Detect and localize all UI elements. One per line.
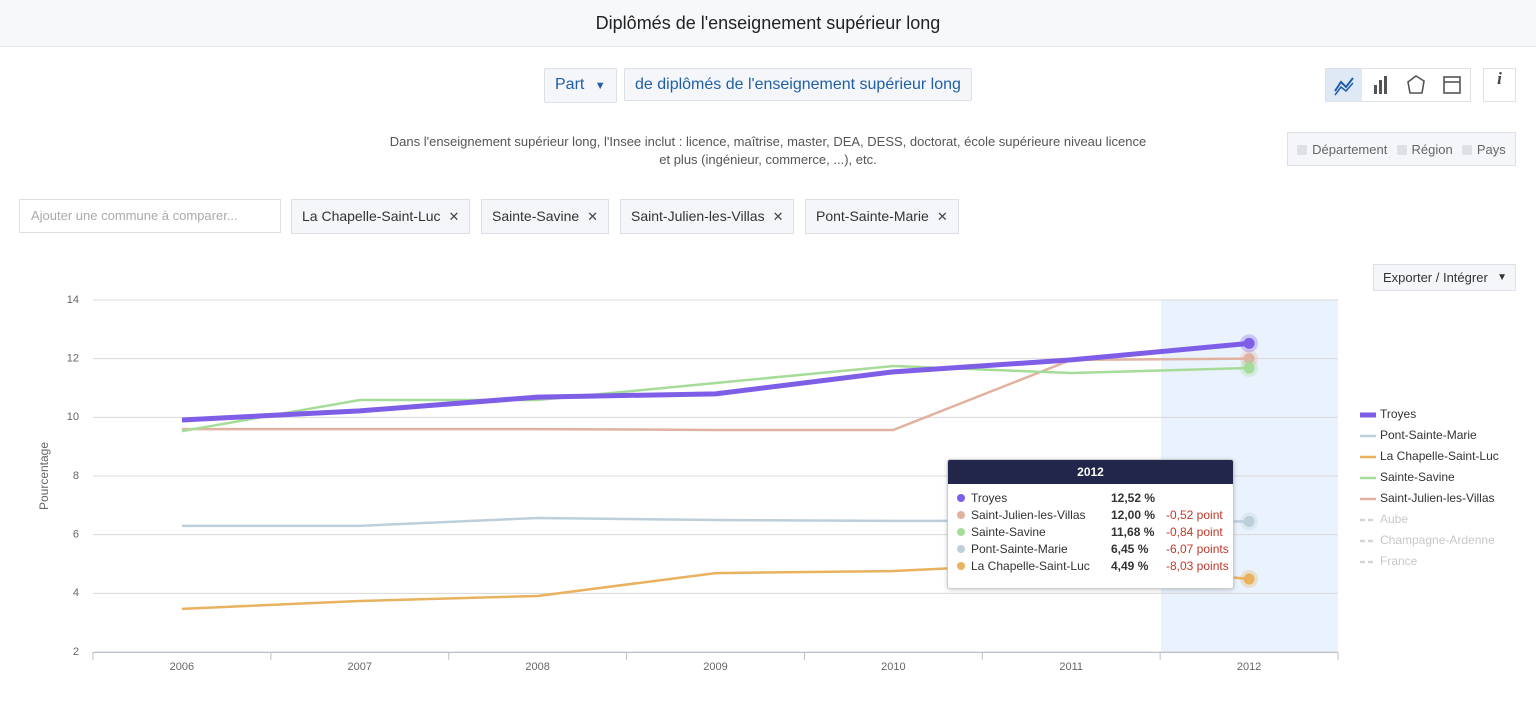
line-view-icon[interactable] — [1326, 69, 1362, 101]
tooltip-value: 12,52 % — [1111, 491, 1156, 505]
tooltip-diff: -6,07 points — [1166, 542, 1229, 556]
tooltip-row: Troyes 12,52 % — [948, 490, 1233, 507]
legend-label: Champagne-Ardenne — [1380, 533, 1495, 547]
legend-label: Sainte-Savine — [1380, 470, 1455, 484]
export-label: Exporter / Intégrer — [1383, 270, 1488, 285]
compare-tag: La Chapelle-Saint-Luc ✕ — [291, 199, 471, 234]
point — [1243, 337, 1255, 349]
y-axis-label: Pourcentage — [37, 442, 51, 510]
tooltip-dot — [957, 494, 965, 502]
legend-label: Troyes — [1380, 407, 1416, 421]
point — [1243, 515, 1255, 527]
search-input[interactable]: Ajouter une commune à comparer... — [19, 199, 281, 233]
point — [1243, 362, 1255, 374]
series-line — [181, 340, 1250, 423]
export-button[interactable]: Exporter / Intégrer ▼ — [1373, 264, 1516, 291]
tooltip-name: Pont-Sainte-Marie — [971, 542, 1068, 556]
tooltip-value: 6,45 % — [1111, 542, 1149, 556]
tooltip-value: 12,00 % — [1111, 508, 1156, 522]
tooltip-diff: -8,03 points — [1166, 559, 1229, 573]
tooltip-dot — [957, 562, 965, 570]
measure-select[interactable]: Part ▼ — [544, 68, 617, 103]
level-label: Département — [1312, 141, 1388, 157]
tag-label: La Chapelle-Saint-Luc — [302, 208, 441, 224]
level-option[interactable]: Département — [1297, 142, 1387, 157]
tooltip-row: Pont-Sainte-Marie 6,45 % -6,07 points — [948, 541, 1233, 558]
y-tick-label: 14 — [67, 294, 79, 306]
tooltip-row: La Chapelle-Saint-Luc 4,49 % -8,03 points — [948, 558, 1233, 575]
legend-label: Pont-Sainte-Marie — [1380, 428, 1477, 442]
series-line — [181, 364, 1250, 433]
x-tick-label: 2006 — [170, 661, 194, 673]
checkbox — [1396, 144, 1407, 155]
map-view-icon[interactable] — [1398, 69, 1434, 101]
x-tick-label: 2009 — [703, 661, 727, 673]
tooltip: 2012 Troyes 12,52 % Saint-Julien-les-Villas… — [947, 459, 1234, 589]
checkbox — [1297, 144, 1308, 155]
tooltip-value: 4,49 % — [1111, 559, 1149, 573]
tooltip-row: Sainte-Savine 11,68 % -0,84 point — [948, 524, 1233, 541]
legend-label: La Chapelle-Saint-Luc — [1380, 449, 1499, 463]
remove-tag[interactable]: ✕ — [936, 209, 948, 224]
legend-label: Aube — [1380, 512, 1408, 526]
table-view-icon[interactable] — [1434, 69, 1470, 101]
tooltip-name: Saint-Julien-les-Villas — [971, 508, 1086, 522]
indicator-select[interactable]: de diplômés de l'enseignement supérieur … — [624, 68, 972, 101]
y-tick-label: 8 — [73, 470, 79, 482]
legend-label: France — [1380, 554, 1418, 568]
y-tick-label: 12 — [67, 353, 79, 365]
tooltip-row: Saint-Julien-les-Villas 12,00 % -0,52 poin… — [948, 507, 1233, 524]
legend-label: Saint-Julien-les-Villas — [1380, 491, 1495, 505]
level-option[interactable]: Région — [1396, 141, 1453, 157]
compare-tag: Pont-Sainte-Marie ✕ — [805, 199, 959, 234]
remove-tag[interactable]: ✕ — [587, 209, 599, 224]
remove-tag[interactable]: ✕ — [448, 209, 460, 224]
point — [1243, 353, 1255, 365]
tooltip-name: Troyes — [971, 491, 1008, 505]
bar-view-icon[interactable] — [1362, 69, 1398, 101]
checkbox — [1461, 144, 1472, 155]
x-tick-label: 2007 — [348, 661, 372, 673]
compare-tag: Saint-Julien-les-Villas ✕ — [620, 199, 795, 234]
tooltip-value: 11,68 % — [1111, 525, 1155, 539]
point — [1243, 573, 1255, 585]
tooltip-name: Sainte-Savine — [971, 525, 1046, 539]
level-label: Pays — [1476, 141, 1506, 157]
level-label: Région — [1411, 141, 1453, 157]
tag-label: Sainte-Savine — [492, 208, 580, 224]
tooltip-dot — [957, 528, 965, 536]
x-tick-label: 2011 — [1059, 661, 1083, 673]
tooltip-title: 2012 — [948, 460, 1233, 484]
remove-tag[interactable]: ✕ — [772, 209, 784, 224]
y-tick-label: 4 — [73, 587, 79, 599]
measure-label: Part — [555, 76, 585, 93]
page-title: Diplômés de l'enseignement supérieur lon… — [0, 0, 1536, 47]
tag-label: Pont-Sainte-Marie — [816, 208, 929, 224]
info-button[interactable]: i — [1483, 68, 1516, 102]
view-switch — [1325, 68, 1471, 102]
y-tick-label: 10 — [67, 411, 79, 423]
x-tick-label: 2010 — [881, 661, 905, 673]
y-tick-label: 2 — [73, 646, 79, 658]
level-option[interactable]: Pays — [1461, 141, 1506, 157]
compare-tag: Sainte-Savine ✕ — [481, 199, 610, 234]
x-tick-label: 2008 — [525, 661, 549, 673]
tooltip-dot — [957, 545, 965, 553]
tooltip-name: La Chapelle-Saint-Luc — [971, 559, 1090, 573]
y-tick-label: 6 — [73, 529, 79, 541]
tooltip-dot — [957, 511, 965, 519]
tag-label: Saint-Julien-les-Villas — [631, 208, 765, 224]
tooltip-diff: -0,84 point — [1166, 525, 1223, 539]
tooltip-diff: -0,52 point — [1166, 508, 1223, 522]
level-filter: Département Région Pays — [1287, 132, 1516, 166]
description: Dans l'enseignement supérieur long, l'In… — [389, 134, 1147, 167]
x-tick-label: 2012 — [1237, 661, 1261, 673]
